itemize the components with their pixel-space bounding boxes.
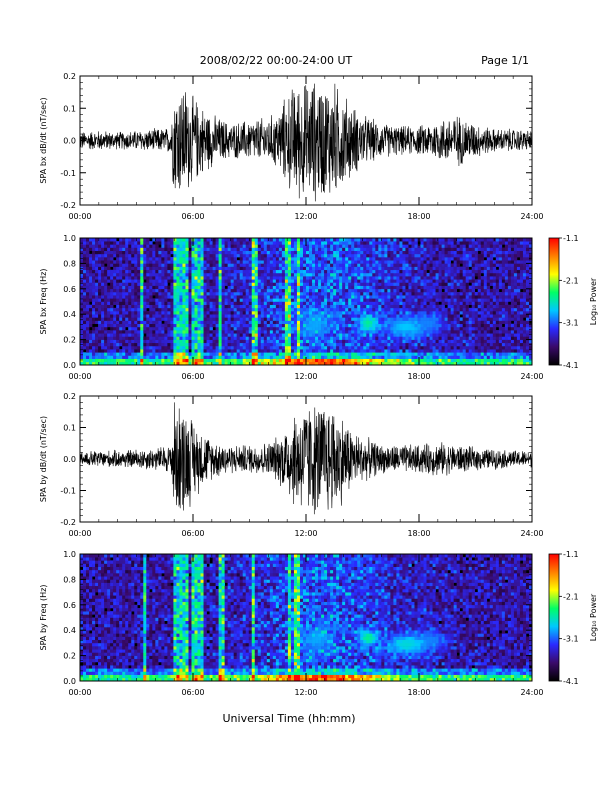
panel-bx-waveform: 00:00 06:00 12:00 18:00 24:00 -0.2 -0.1 0.0 0.1 0… <box>39 72 544 221</box>
colorbar-tick-label: -4.1 <box>563 677 579 686</box>
colorbar-tick-label: -1.1 <box>563 234 579 243</box>
x-tick-label: 18:00 <box>407 529 430 538</box>
waveform-trace <box>80 83 532 202</box>
x-tick-label: 12:00 <box>294 529 317 538</box>
colorbar-tick-label: -3.1 <box>563 319 579 328</box>
plot-frame <box>79 75 533 206</box>
y-tick-label: 0.2 <box>63 336 76 345</box>
y-tick-label: 0.2 <box>63 392 76 401</box>
x-tick-label: 00:00 <box>68 212 91 221</box>
colorbar <box>548 553 560 682</box>
spectrogram-cells <box>80 554 533 682</box>
plot-frame <box>79 553 533 682</box>
x-tick-label: 06:00 <box>181 212 204 221</box>
y-tick-label: 0.2 <box>63 72 76 81</box>
y-tick-label: -0.1 <box>60 487 76 496</box>
y-tick-label: 0.2 <box>63 652 76 661</box>
x-tick-label: 18:00 <box>407 372 430 381</box>
x-tick-label: 12:00 <box>294 688 317 697</box>
x-tick-label: 06:00 <box>181 529 204 538</box>
panel-by-waveform: 00:00 06:00 12:00 18:00 24:00 -0.2 -0.1 0.0 0.1 0… <box>39 392 544 538</box>
y-tick-label: 1.0 <box>63 234 76 243</box>
y-tick-label: 0.1 <box>63 104 76 113</box>
x-tick-label: 18:00 <box>407 212 430 221</box>
x-tick-label: 24:00 <box>520 688 543 697</box>
colorbar-label: Log₁₀ Power <box>589 277 598 325</box>
colorbar-label: Log₁₀ Power <box>589 593 598 641</box>
colorbar-tick-label: -2.1 <box>563 276 579 285</box>
waveform-trace <box>80 402 532 515</box>
colorbar-tick-label: -1.1 <box>563 550 579 559</box>
x-tick-label: 12:00 <box>294 372 317 381</box>
y-tick-label: -0.2 <box>60 518 76 527</box>
y-axis-label: SPA by dB/dt (nT/sec) <box>39 416 48 502</box>
plot-frame <box>79 395 533 523</box>
y-tick-label: 0.0 <box>63 361 76 370</box>
x-tick-label: 00:00 <box>68 529 91 538</box>
x-tick-label: 24:00 <box>520 372 543 381</box>
x-tick-label: 00:00 <box>68 688 91 697</box>
y-tick-label: 0.0 <box>63 137 76 146</box>
x-tick-label: 06:00 <box>181 372 204 381</box>
x-axis-title: Universal Time (hh:mm) <box>223 712 356 725</box>
y-tick-label: -0.1 <box>60 169 76 178</box>
x-tick-label: 24:00 <box>520 212 543 221</box>
y-axis-label: SPA bx dB/dt (nT/sec) <box>39 97 48 183</box>
panel-by-spectrogram: -1.1 -2.1 -3.1 -4.1 Log₁₀ Power 00:00 06:00 12:… <box>39 550 598 697</box>
y-tick-label: 0.0 <box>63 455 76 464</box>
chart-title: 2008/02/22 00:00-24:00 UT <box>200 54 353 67</box>
colorbar <box>548 237 560 366</box>
y-tick-label: -0.2 <box>60 201 76 210</box>
panel-bx-spectrogram: -1.1 -2.1 -3.1 -4.1 Log₁₀ Power 00:00 06:00 12:… <box>39 234 598 381</box>
colorbar-tick-label: -3.1 <box>563 635 579 644</box>
y-tick-label: 0.6 <box>63 601 76 610</box>
x-tick-label: 18:00 <box>407 688 430 697</box>
colorbar-tick-label: -2.1 <box>563 592 579 601</box>
y-tick-label: 0.4 <box>63 310 76 319</box>
y-axis-label: SPA bx Freq (Hz) <box>39 269 48 335</box>
spectrogram-cells <box>80 238 533 366</box>
x-tick-label: 12:00 <box>294 212 317 221</box>
y-tick-label: 0.1 <box>63 424 76 433</box>
y-tick-label: 0.6 <box>63 285 76 294</box>
y-tick-label: 0.8 <box>63 259 76 268</box>
y-tick-label: 0.8 <box>63 575 76 584</box>
x-tick-label: 00:00 <box>68 372 91 381</box>
page-label: Page 1/1 <box>481 54 529 67</box>
x-tick-label: 06:00 <box>181 688 204 697</box>
y-tick-label: 1.0 <box>63 550 76 559</box>
y-tick-label: 0.4 <box>63 626 76 635</box>
plot-frame <box>79 237 533 366</box>
colorbar-tick-label: -4.1 <box>563 361 579 370</box>
y-axis-label: SPA by Freq (Hz) <box>39 585 48 651</box>
x-tick-label: 24:00 <box>520 529 543 538</box>
y-tick-label: 0.0 <box>63 677 76 686</box>
